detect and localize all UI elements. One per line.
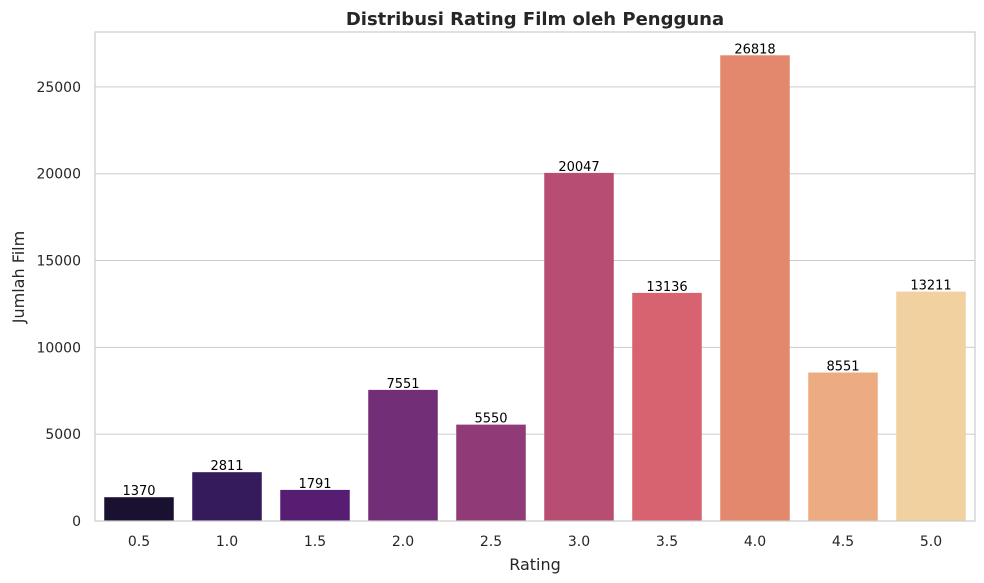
bar: [104, 497, 174, 521]
bar: [632, 292, 702, 521]
y-tick-label: 10000: [36, 340, 81, 356]
y-tick-labels: 0 5000 10000 15000 20000 25000: [36, 80, 81, 530]
bar: [720, 55, 790, 522]
y-tick-label: 15000: [36, 254, 81, 270]
bar-value-label: 1370: [122, 484, 155, 499]
x-tick-label: 4.5: [832, 534, 854, 550]
x-tick-label: 0.5: [128, 534, 150, 550]
bar: [808, 372, 878, 521]
x-tick-label: 2.0: [392, 534, 414, 550]
bar-value-label: 5550: [474, 412, 507, 427]
bar: [456, 424, 526, 521]
bar-value-label: 20047: [558, 160, 599, 175]
chart-title: Distribusi Rating Film oleh Pengguna: [346, 9, 724, 30]
bar-value-label: 13211: [910, 279, 951, 294]
bar-value-label: 13136: [646, 280, 687, 295]
bar: [896, 291, 966, 521]
y-tick-label: 0: [72, 514, 81, 530]
bar: [544, 172, 614, 522]
bar-value-label: 26818: [734, 42, 775, 57]
x-tick-label: 1.5: [304, 534, 326, 550]
y-tick-label: 5000: [45, 427, 81, 443]
bar-value-label: 8551: [826, 360, 859, 375]
x-tick-label: 4.0: [744, 534, 766, 550]
bar-value-label: 2811: [210, 459, 243, 474]
bar: [368, 389, 438, 521]
y-tick-label: 25000: [36, 80, 81, 96]
x-tick-label: 3.0: [568, 534, 590, 550]
y-tick-label: 20000: [36, 167, 81, 183]
x-axis-label: Rating: [509, 555, 561, 574]
plot-frame: [94, 31, 976, 522]
bar-value-label: 1791: [298, 477, 331, 492]
x-tick-label: 2.5: [480, 534, 502, 550]
x-tick-label: 1.0: [216, 534, 238, 550]
bar-value-label: 7551: [386, 377, 419, 392]
bar-value-labels: 1370 2811 1791 7551 5550 20047 13136 26818 8551 1…: [122, 42, 951, 499]
x-tick-labels: 0.5 1.0 1.5 2.0 2.5 3.0 3.5 4.0 4.5 5.0: [128, 534, 942, 550]
x-tick-label: 3.5: [656, 534, 678, 550]
bars: [104, 55, 966, 522]
x-tick-label: 5.0: [920, 534, 942, 550]
y-axis-label: Jumlah Film: [9, 231, 28, 324]
bar: [280, 489, 350, 521]
bar: [192, 472, 262, 521]
